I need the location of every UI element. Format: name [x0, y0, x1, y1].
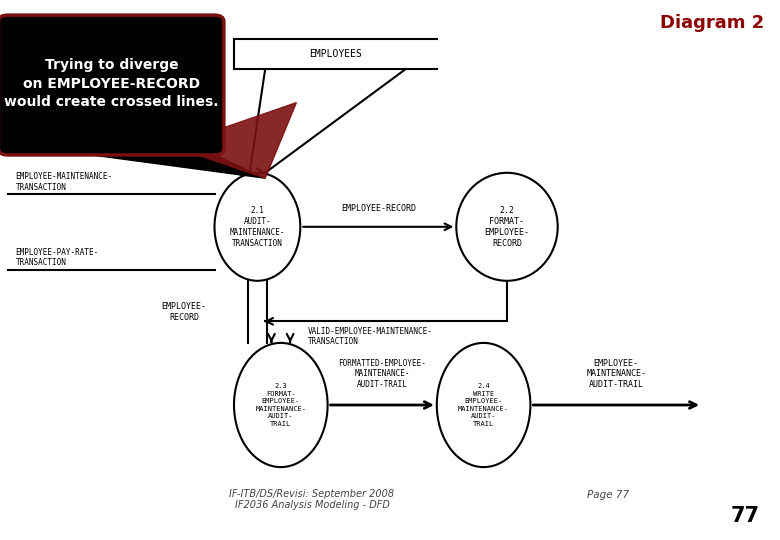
- Text: FORMATTED-EMPLOYEE-
MAINTENANCE-
AUDIT-TRAIL: FORMATTED-EMPLOYEE- MAINTENANCE- AUDIT-T…: [339, 359, 426, 389]
- Text: Page 77: Page 77: [587, 489, 629, 500]
- Text: EMPLOYEE-MAINTENANCE-
TRANSACTION: EMPLOYEE-MAINTENANCE- TRANSACTION: [16, 172, 113, 192]
- Ellipse shape: [234, 343, 328, 467]
- Text: IF-ITB/DS/Revisi: September 2008
IF2036 Analysis Modeling - DFD: IF-ITB/DS/Revisi: September 2008 IF2036 …: [229, 489, 395, 510]
- Text: 77: 77: [730, 507, 760, 526]
- Text: Diagram 2: Diagram 2: [660, 14, 764, 31]
- Polygon shape: [172, 103, 296, 178]
- Text: 2.2
FORMAT-
EMPLOYEE-
RECORD: 2.2 FORMAT- EMPLOYEE- RECORD: [484, 206, 530, 248]
- Ellipse shape: [215, 173, 300, 281]
- Text: EMPLOYEE-
MAINTENANCE-
AUDIT-TRAIL: EMPLOYEE- MAINTENANCE- AUDIT-TRAIL: [587, 359, 646, 389]
- Text: EMPLOYEES: EMPLOYEES: [309, 49, 362, 59]
- Text: 2.1
AUDIT-
MAINTENANCE-
TRANSACTION: 2.1 AUDIT- MAINTENANCE- TRANSACTION: [229, 206, 285, 248]
- Text: EMPLOYEE-RECORD: EMPLOYEE-RECORD: [341, 204, 416, 213]
- FancyBboxPatch shape: [0, 15, 224, 155]
- Ellipse shape: [456, 173, 558, 281]
- Text: EMPLOYEE-
RECORD: EMPLOYEE- RECORD: [161, 302, 207, 321]
- Text: Trying to diverge
on EMPLOYEE-RECORD
would create crossed lines.: Trying to diverge on EMPLOYEE-RECORD wou…: [4, 58, 218, 109]
- Polygon shape: [23, 146, 265, 178]
- Ellipse shape: [437, 343, 530, 467]
- Text: 2.3
FORMAT-
EMPLOYEE-
MAINTENANCE-
AUDIT-
TRAIL: 2.3 FORMAT- EMPLOYEE- MAINTENANCE- AUDIT…: [255, 383, 307, 427]
- Text: VALID-EMPLOYEE-MAINTENANCE-
TRANSACTION: VALID-EMPLOYEE-MAINTENANCE- TRANSACTION: [308, 327, 433, 346]
- Text: 2.4
WRITE
EMPLOYEE-
MAINTENANCE-
AUDIT-
TRAIL: 2.4 WRITE EMPLOYEE- MAINTENANCE- AUDIT- …: [458, 383, 509, 427]
- Text: EMPLOYEE-PAY-RATE-
TRANSACTION: EMPLOYEE-PAY-RATE- TRANSACTION: [16, 248, 99, 267]
